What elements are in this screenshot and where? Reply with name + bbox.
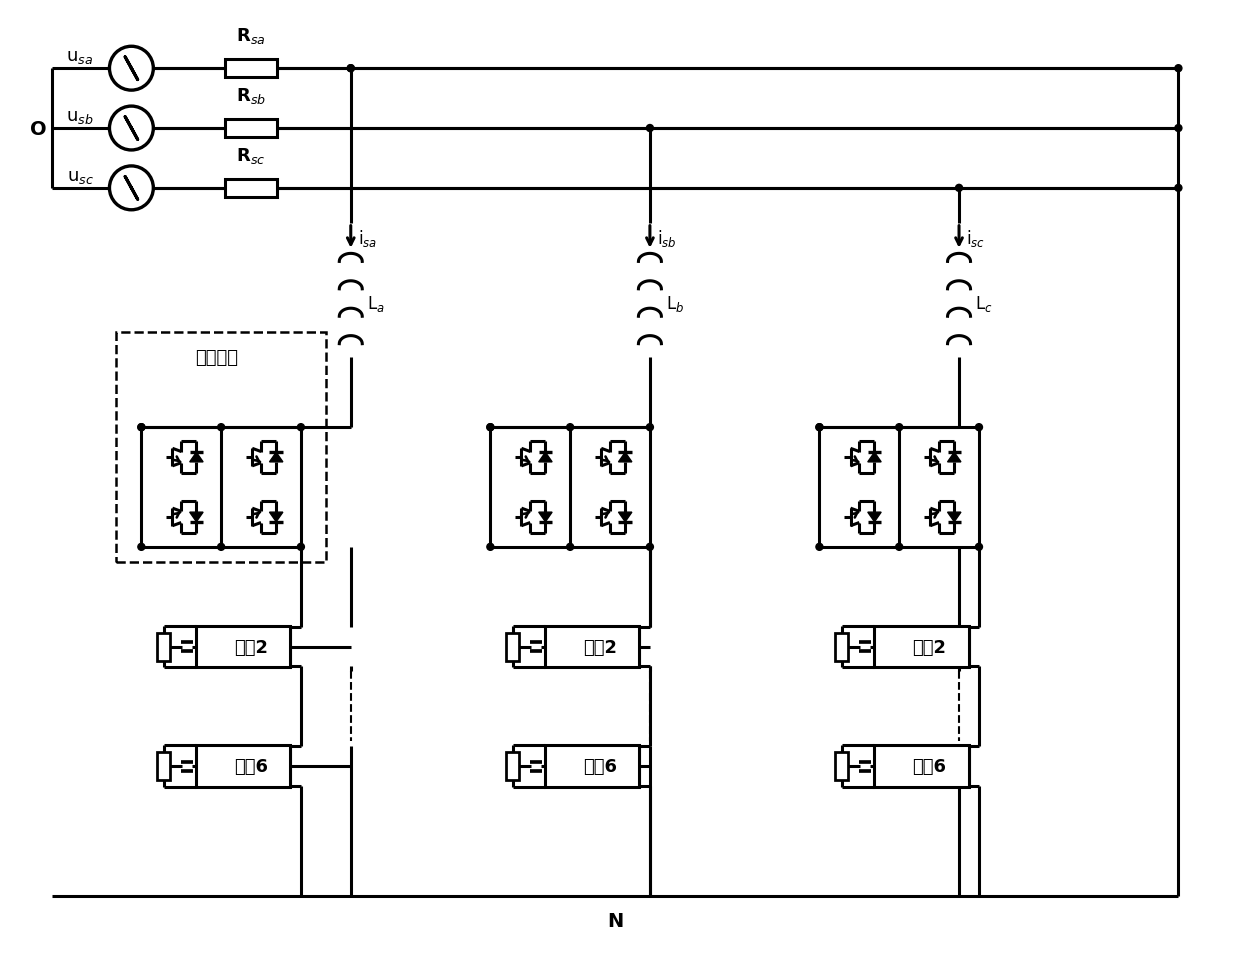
Circle shape (646, 544, 653, 551)
Circle shape (298, 544, 304, 551)
Circle shape (646, 125, 653, 132)
Polygon shape (868, 452, 882, 462)
Text: i$_{sb}$: i$_{sb}$ (657, 228, 677, 249)
Bar (544, 745, 640, 787)
Circle shape (298, 424, 304, 431)
Circle shape (347, 65, 355, 72)
Bar (836, 752, 848, 781)
Text: L$_{c}$: L$_{c}$ (975, 293, 993, 314)
Circle shape (1176, 65, 1182, 72)
Circle shape (956, 186, 962, 192)
Text: R$_{sc}$: R$_{sc}$ (237, 146, 265, 166)
Bar (157, 633, 170, 660)
Circle shape (487, 424, 494, 431)
Polygon shape (190, 513, 203, 522)
Bar (874, 626, 968, 668)
Text: 重复单元: 重复单元 (195, 349, 238, 367)
Circle shape (138, 544, 145, 551)
Bar (157, 752, 170, 781)
Polygon shape (190, 452, 203, 462)
Polygon shape (947, 513, 961, 522)
Text: 单刔2: 单刔2 (913, 638, 946, 656)
Bar (196, 745, 290, 787)
Bar (544, 626, 640, 668)
Circle shape (816, 424, 823, 431)
Text: N: N (606, 911, 624, 930)
Text: 单刔6: 单刔6 (913, 757, 946, 776)
Circle shape (567, 424, 574, 431)
Polygon shape (868, 513, 882, 522)
Bar (874, 745, 968, 787)
Polygon shape (269, 513, 283, 522)
Text: u$_{sc}$: u$_{sc}$ (67, 168, 93, 186)
Circle shape (895, 544, 903, 551)
Circle shape (109, 167, 154, 211)
Text: R$_{sa}$: R$_{sa}$ (237, 26, 265, 46)
Bar (226, 180, 277, 197)
Text: R$_{sb}$: R$_{sb}$ (236, 86, 267, 106)
Circle shape (976, 424, 982, 431)
Circle shape (138, 424, 145, 431)
Circle shape (109, 47, 154, 91)
Circle shape (816, 544, 823, 551)
Circle shape (138, 424, 145, 431)
Bar (506, 633, 520, 660)
Circle shape (347, 65, 355, 72)
Bar (226, 120, 277, 138)
Text: 单刔2: 单刔2 (583, 638, 618, 656)
Polygon shape (269, 452, 283, 462)
Circle shape (218, 424, 224, 431)
Text: O: O (30, 119, 47, 139)
Circle shape (816, 424, 823, 431)
Bar (196, 626, 290, 668)
Text: i$_{sa}$: i$_{sa}$ (358, 228, 377, 249)
Bar (226, 61, 277, 78)
Polygon shape (538, 513, 552, 522)
Circle shape (567, 544, 574, 551)
Text: u$_{sa}$: u$_{sa}$ (67, 48, 93, 66)
Circle shape (976, 544, 982, 551)
Text: u$_{sb}$: u$_{sb}$ (66, 107, 93, 126)
Text: 单刔6: 单刔6 (583, 757, 618, 776)
Polygon shape (619, 452, 632, 462)
Polygon shape (538, 452, 552, 462)
Circle shape (1176, 125, 1182, 132)
Circle shape (218, 544, 224, 551)
Text: 单刔2: 单刔2 (234, 638, 268, 656)
Circle shape (487, 424, 494, 431)
Text: L$_{a}$: L$_{a}$ (367, 293, 384, 314)
Polygon shape (947, 452, 961, 462)
Bar (117, 333, 326, 562)
Text: L$_{b}$: L$_{b}$ (666, 293, 684, 314)
Circle shape (646, 424, 653, 431)
Polygon shape (619, 513, 632, 522)
Bar (836, 633, 848, 660)
Circle shape (895, 424, 903, 431)
Circle shape (1176, 186, 1182, 192)
Bar (506, 752, 520, 781)
Circle shape (109, 106, 154, 150)
Circle shape (487, 544, 494, 551)
Text: i$_{sc}$: i$_{sc}$ (966, 228, 985, 249)
Text: 单刔6: 单刔6 (234, 757, 268, 776)
